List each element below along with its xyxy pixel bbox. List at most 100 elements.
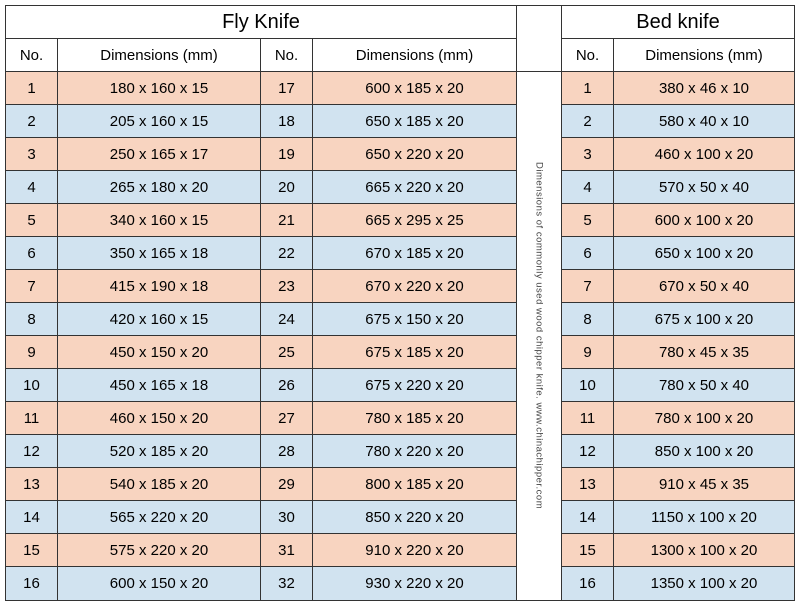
table-cell-no: 14 xyxy=(6,501,58,534)
table-cell-no: 22 xyxy=(261,237,313,270)
table-cell-no: 21 xyxy=(261,204,313,237)
table-cell-no: 25 xyxy=(261,336,313,369)
table-cell-no: 16 xyxy=(562,567,614,600)
table-cell-no: 2 xyxy=(6,105,58,138)
table-cell-dim: 575 x 220 x 20 xyxy=(58,534,261,567)
table-cell-dim: 650 x 100 x 20 xyxy=(614,237,794,270)
table-cell-dim: 205 x 160 x 15 xyxy=(58,105,261,138)
col-header-no: No. xyxy=(562,39,614,72)
table-cell-dim: 670 x 185 x 20 xyxy=(313,237,516,270)
table-cell-no: 3 xyxy=(6,138,58,171)
table-cell-dim: 1150 x 100 x 20 xyxy=(614,501,794,534)
col-header-dim: Dimensions (mm) xyxy=(58,39,261,72)
table-cell-dim: 675 x 185 x 20 xyxy=(313,336,516,369)
table-cell-dim: 580 x 40 x 10 xyxy=(614,105,794,138)
table-cell-no: 15 xyxy=(6,534,58,567)
table-cell-no: 8 xyxy=(6,303,58,336)
table-cell-no: 13 xyxy=(6,468,58,501)
table-cell-dim: 265 x 180 x 20 xyxy=(58,171,261,204)
fly-knife-section: Fly Knife No.Dimensions (mm)No.Dimension… xyxy=(6,6,516,600)
table-cell-no: 30 xyxy=(261,501,313,534)
table-cell-no: 18 xyxy=(261,105,313,138)
bed-knife-section: Bed knife No.Dimensions (mm)1380 x 46 x … xyxy=(562,6,794,600)
table-cell-dim: 850 x 100 x 20 xyxy=(614,435,794,468)
divider-column: Dimensions of commonly used wood chipper… xyxy=(516,6,562,600)
table-cell-no: 5 xyxy=(562,204,614,237)
table-cell-no: 3 xyxy=(562,138,614,171)
table-cell-no: 4 xyxy=(562,171,614,204)
table-cell-no: 20 xyxy=(261,171,313,204)
table-cell-no: 7 xyxy=(562,270,614,303)
table-cell-no: 6 xyxy=(6,237,58,270)
divider-blank xyxy=(517,6,561,72)
col-header-no: No. xyxy=(261,39,313,72)
fly-knife-table: No.Dimensions (mm)No.Dimensions (mm)1180… xyxy=(6,39,516,600)
table-cell-no: 12 xyxy=(6,435,58,468)
table-cell-dim: 565 x 220 x 20 xyxy=(58,501,261,534)
table-cell-dim: 675 x 100 x 20 xyxy=(614,303,794,336)
table-cell-no: 1 xyxy=(6,72,58,105)
table-cell-no: 24 xyxy=(261,303,313,336)
table-cell-dim: 670 x 220 x 20 xyxy=(313,270,516,303)
table-cell-no: 13 xyxy=(562,468,614,501)
table-cell-no: 8 xyxy=(562,303,614,336)
table-cell-dim: 650 x 185 x 20 xyxy=(313,105,516,138)
table-cell-dim: 450 x 150 x 20 xyxy=(58,336,261,369)
table-cell-dim: 780 x 220 x 20 xyxy=(313,435,516,468)
table-cell-dim: 780 x 50 x 40 xyxy=(614,369,794,402)
table-cell-dim: 340 x 160 x 15 xyxy=(58,204,261,237)
bed-knife-title: Bed knife xyxy=(562,6,794,39)
table-cell-no: 11 xyxy=(6,402,58,435)
table-cell-no: 19 xyxy=(261,138,313,171)
table-cell-dim: 1300 x 100 x 20 xyxy=(614,534,794,567)
table-cell-dim: 180 x 160 x 15 xyxy=(58,72,261,105)
col-header-dim: Dimensions (mm) xyxy=(313,39,516,72)
table-cell-dim: 665 x 220 x 20 xyxy=(313,171,516,204)
table-cell-no: 31 xyxy=(261,534,313,567)
table-cell-dim: 460 x 100 x 20 xyxy=(614,138,794,171)
table-cell-dim: 460 x 150 x 20 xyxy=(58,402,261,435)
table-cell-dim: 600 x 150 x 20 xyxy=(58,567,261,600)
table-cell-dim: 380 x 46 x 10 xyxy=(614,72,794,105)
table-cell-dim: 600 x 100 x 20 xyxy=(614,204,794,237)
table-cell-dim: 1350 x 100 x 20 xyxy=(614,567,794,600)
table-cell-dim: 910 x 220 x 20 xyxy=(313,534,516,567)
table-cell-dim: 600 x 185 x 20 xyxy=(313,72,516,105)
table-cell-dim: 420 x 160 x 15 xyxy=(58,303,261,336)
table-cell-dim: 675 x 220 x 20 xyxy=(313,369,516,402)
table-cell-dim: 800 x 185 x 20 xyxy=(313,468,516,501)
table-cell-no: 26 xyxy=(261,369,313,402)
table-cell-dim: 665 x 295 x 25 xyxy=(313,204,516,237)
table-cell-dim: 415 x 190 x 18 xyxy=(58,270,261,303)
table-cell-no: 27 xyxy=(261,402,313,435)
table-cell-dim: 850 x 220 x 20 xyxy=(313,501,516,534)
table-cell-no: 12 xyxy=(562,435,614,468)
bed-knife-table: No.Dimensions (mm)1380 x 46 x 102580 x 4… xyxy=(562,39,794,600)
table-cell-no: 14 xyxy=(562,501,614,534)
col-header-dim: Dimensions (mm) xyxy=(614,39,794,72)
table-cell-dim: 780 x 45 x 35 xyxy=(614,336,794,369)
table-cell-no: 29 xyxy=(261,468,313,501)
table-cell-dim: 450 x 165 x 18 xyxy=(58,369,261,402)
table-cell-dim: 570 x 50 x 40 xyxy=(614,171,794,204)
col-header-no: No. xyxy=(6,39,58,72)
table-cell-no: 17 xyxy=(261,72,313,105)
table-cell-dim: 650 x 220 x 20 xyxy=(313,138,516,171)
table-cell-no: 5 xyxy=(6,204,58,237)
table-cell-no: 2 xyxy=(562,105,614,138)
table-cell-dim: 520 x 185 x 20 xyxy=(58,435,261,468)
table-cell-no: 10 xyxy=(6,369,58,402)
fly-knife-title: Fly Knife xyxy=(6,6,516,39)
table-cell-dim: 670 x 50 x 40 xyxy=(614,270,794,303)
table-cell-dim: 930 x 220 x 20 xyxy=(313,567,516,600)
table-cell-dim: 675 x 150 x 20 xyxy=(313,303,516,336)
table-cell-no: 15 xyxy=(562,534,614,567)
table-cell-no: 11 xyxy=(562,402,614,435)
table-cell-dim: 910 x 45 x 35 xyxy=(614,468,794,501)
table-cell-no: 23 xyxy=(261,270,313,303)
table-cell-no: 10 xyxy=(562,369,614,402)
table-cell-no: 4 xyxy=(6,171,58,204)
table-cell-dim: 780 x 100 x 20 xyxy=(614,402,794,435)
table-cell-dim: 250 x 165 x 17 xyxy=(58,138,261,171)
table-cell-no: 32 xyxy=(261,567,313,600)
